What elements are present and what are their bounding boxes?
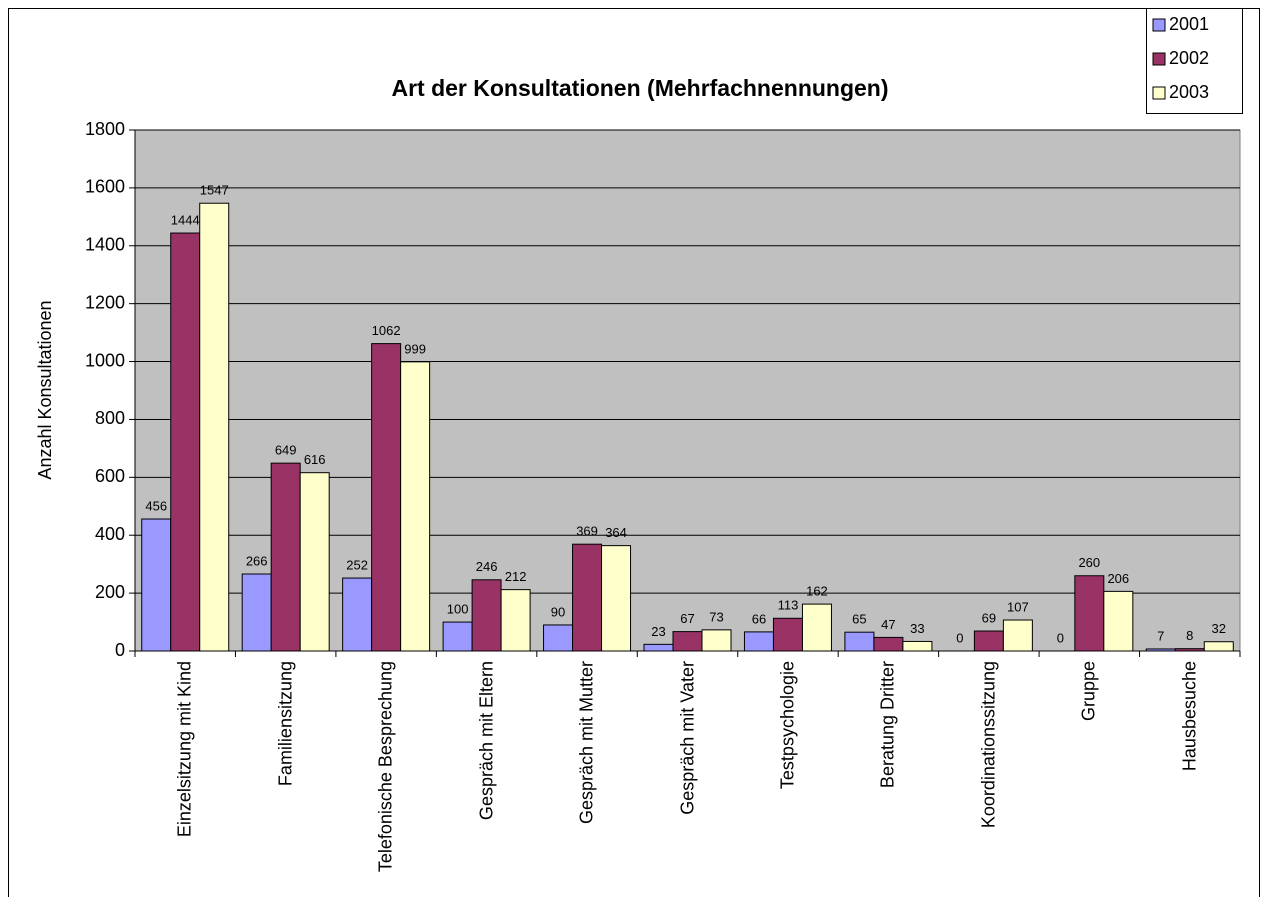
- bar: [601, 545, 632, 652]
- bar: [1203, 641, 1234, 652]
- bar: [672, 631, 703, 652]
- bar: [199, 202, 230, 652]
- bar: [743, 631, 774, 652]
- data-label: 649: [275, 443, 297, 458]
- bar: [1002, 619, 1033, 652]
- data-label: 212: [505, 569, 527, 584]
- data-label: 369: [576, 524, 598, 539]
- y-tick-label: 1800: [85, 119, 125, 139]
- data-label: 73: [709, 609, 723, 624]
- chart-title: Art der Konsultationen (Mehrfachnennunge…: [391, 75, 888, 101]
- bar: [400, 361, 431, 652]
- x-tick-label: Gruppe: [1078, 661, 1099, 722]
- data-label: 65: [852, 612, 866, 627]
- data-label: 162: [806, 584, 828, 599]
- y-axis-label: Anzahl Konsultationen: [35, 300, 55, 479]
- data-label: 7: [1157, 628, 1164, 643]
- x-tick-label: Hausbesuche: [1179, 661, 1200, 772]
- data-label: 90: [551, 604, 565, 619]
- data-label: 0: [956, 630, 963, 645]
- legend-swatch: [1152, 52, 1166, 66]
- bar: [543, 624, 574, 652]
- data-label: 23: [651, 624, 665, 639]
- bar: [471, 579, 502, 652]
- data-label: 266: [246, 553, 268, 568]
- bar: [1174, 648, 1205, 652]
- data-label: 999: [404, 341, 426, 356]
- data-label: 100: [447, 601, 469, 616]
- y-tick-label: 1000: [85, 350, 125, 370]
- data-label: 252: [346, 557, 368, 572]
- data-label: 456: [145, 498, 167, 513]
- bar: [643, 643, 674, 652]
- x-tick-label: Familiensitzung: [275, 661, 296, 787]
- y-tick-label: 1600: [85, 177, 125, 197]
- bar: [241, 573, 272, 652]
- data-label: 1444: [171, 212, 200, 227]
- data-label: 107: [1007, 599, 1029, 614]
- x-tick-label: Koordinationssitzung: [978, 661, 999, 829]
- legend-label: 2001: [1169, 14, 1209, 34]
- data-label: 364: [605, 525, 627, 540]
- y-tick-label: 1200: [85, 292, 125, 312]
- legend-swatch: [1152, 86, 1166, 100]
- legend-swatch: [1152, 18, 1166, 32]
- data-label: 1547: [200, 183, 229, 198]
- data-label: 47: [881, 617, 895, 632]
- x-tick-label: Gespräch mit Vater: [677, 661, 697, 815]
- data-label: 67: [680, 611, 694, 626]
- bar: [1074, 575, 1105, 652]
- x-tick-label: Telefonische Besprechung: [375, 661, 396, 873]
- bar: [1145, 648, 1176, 652]
- bar: [371, 343, 402, 652]
- bar: [902, 640, 933, 652]
- bar: [873, 636, 904, 652]
- bar: [270, 462, 301, 652]
- data-label: 32: [1212, 621, 1226, 636]
- y-tick-label: 0: [115, 640, 125, 660]
- legend-label: 2003: [1169, 82, 1209, 102]
- data-label: 66: [752, 611, 766, 626]
- bar: [141, 518, 172, 652]
- data-label: 616: [304, 452, 326, 467]
- y-tick-label: 200: [95, 582, 125, 602]
- bar: [973, 630, 1004, 652]
- bar: [299, 472, 330, 652]
- data-label: 69: [982, 610, 996, 625]
- bar: [500, 589, 531, 652]
- x-tick-label: Gespräch mit Mutter: [576, 661, 597, 825]
- bar: [442, 621, 473, 652]
- y-tick-label: 400: [95, 524, 125, 544]
- x-tick-label: Einzelsitzung mit Kind: [174, 661, 195, 838]
- y-tick-label: 600: [95, 466, 125, 486]
- y-tick-label: 800: [95, 408, 125, 428]
- bar: [342, 577, 373, 652]
- data-label: 260: [1078, 555, 1100, 570]
- bar: [572, 543, 603, 652]
- bar: [801, 603, 832, 652]
- bar: [844, 631, 875, 652]
- data-label: 246: [476, 559, 498, 574]
- data-label: 206: [1107, 571, 1129, 586]
- legend-label: 2002: [1169, 48, 1209, 68]
- data-label: 33: [910, 621, 924, 636]
- y-tick-label: 1400: [85, 235, 125, 255]
- x-tick-label: Testpsychologie: [777, 661, 798, 790]
- data-label: 8: [1186, 628, 1193, 643]
- bar: [701, 629, 732, 652]
- data-label: 0: [1057, 630, 1064, 645]
- bar: [1103, 590, 1134, 652]
- bar: [772, 617, 803, 652]
- bar: [170, 232, 201, 652]
- data-label: 1062: [372, 323, 401, 338]
- x-tick-label: Beratung Dritter: [877, 661, 898, 789]
- data-label: 113: [778, 598, 799, 613]
- x-tick-label: Gespräch mit Eltern: [476, 661, 497, 821]
